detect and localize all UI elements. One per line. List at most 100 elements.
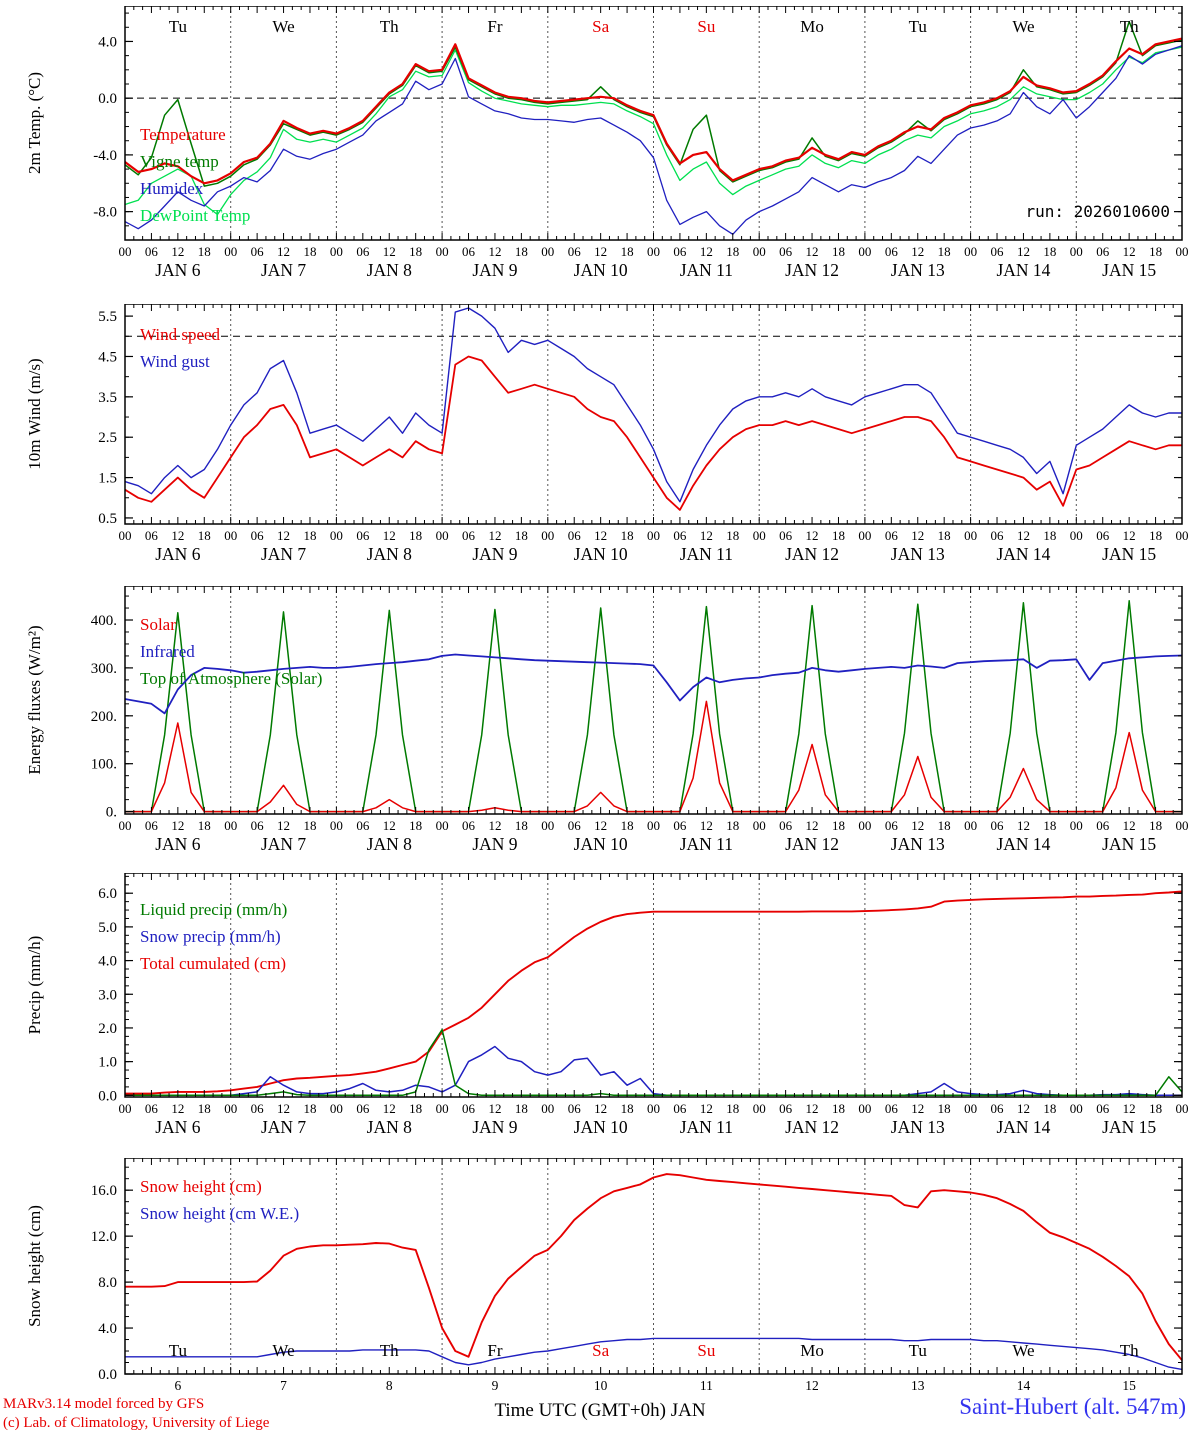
date-label: JAN 11 — [680, 260, 733, 280]
hour-tick-label: 06 — [356, 1101, 370, 1116]
series-line — [125, 1173, 1183, 1361]
hour-tick-label: 00 — [224, 528, 237, 543]
y-tick-label: 5.0 — [98, 920, 117, 936]
y-tick-label: 3.0 — [98, 987, 117, 1003]
hour-tick-label: 12 — [806, 528, 819, 543]
hour-tick-label: 12 — [911, 818, 924, 833]
hour-tick-label: 06 — [462, 818, 476, 833]
hour-tick-label: 00 — [119, 1101, 132, 1116]
hour-tick-label: 18 — [621, 818, 634, 833]
hour-tick-label: 18 — [409, 244, 422, 259]
hour-tick-label: 18 — [303, 818, 316, 833]
hour-tick-label: 18 — [726, 818, 739, 833]
hour-tick-label: 18 — [1043, 528, 1056, 543]
weekday-label: We — [1012, 1341, 1034, 1360]
hour-tick-label: 12 — [1017, 1101, 1030, 1116]
panel-precip-chart: 6.0 5.0 4.0 3.0 2.0 1.0 0.0 Precip (mm/h) Liquid… — [25, 873, 1189, 1137]
y-tick-label: 6.0 — [98, 886, 117, 902]
weekday-label: Su — [697, 1341, 715, 1360]
hour-tick-label: 00 — [224, 1101, 237, 1116]
day-number-label: 12 — [805, 1378, 819, 1393]
hour-tick-label: 12 — [171, 1101, 184, 1116]
hour-tick-label: 00 — [224, 818, 237, 833]
y-tick-label: 1.5 — [98, 471, 117, 487]
hour-tick-label: 00 — [330, 1101, 343, 1116]
legend-label: Solar — [140, 615, 176, 634]
plot-border — [124, 586, 1183, 815]
hour-tick-label: 12 — [594, 244, 607, 259]
legend-label: Vigne temp — [140, 152, 219, 171]
hour-tick-label: 18 — [1149, 1101, 1162, 1116]
hour-tick-label: 06 — [145, 1101, 159, 1116]
date-label: JAN 8 — [367, 544, 412, 564]
hour-tick-label: 00 — [1176, 528, 1189, 543]
date-label: JAN 6 — [155, 834, 200, 854]
y-tick-label: 400. — [91, 613, 117, 629]
hour-tick-label: 06 — [462, 1101, 476, 1116]
hour-tick-label: 18 — [1043, 244, 1056, 259]
hour-tick-label: 06 — [251, 528, 265, 543]
weekday-label: Sa — [592, 1341, 609, 1360]
series-line — [125, 890, 1183, 1095]
hour-tick-label: 18 — [1149, 244, 1162, 259]
date-label: JAN 6 — [155, 1117, 200, 1137]
y-tick-label: 4.0 — [98, 1321, 117, 1337]
hour-tick-label: 18 — [938, 244, 951, 259]
date-label: JAN 11 — [680, 1117, 733, 1137]
hour-tick-label: 06 — [991, 244, 1005, 259]
date-label: JAN 14 — [996, 260, 1050, 280]
hour-tick-label: 18 — [726, 244, 739, 259]
legend-label: Infrared — [140, 642, 195, 661]
y-axis-title: Snow height (cm) — [25, 1205, 44, 1327]
hour-tick-label: 00 — [541, 244, 554, 259]
hour-tick-label: 18 — [938, 1101, 951, 1116]
weekday-label: Mo — [800, 17, 824, 36]
date-label: JAN 13 — [891, 1117, 945, 1137]
y-tick-label: 16.0 — [91, 1183, 117, 1199]
date-label: JAN 10 — [574, 260, 628, 280]
hour-tick-label: 06 — [885, 818, 899, 833]
y-tick-label: 0.0 — [98, 91, 117, 107]
hour-tick-label: 18 — [303, 244, 316, 259]
hour-tick-label: 00 — [647, 1101, 660, 1116]
hour-tick-label: 18 — [303, 1101, 316, 1116]
hour-tick-label: 12 — [383, 1101, 396, 1116]
date-label: JAN 13 — [891, 260, 945, 280]
legend-label: Temperature — [140, 125, 226, 144]
y-axis-title: Energy fluxes (W/m²) — [25, 625, 44, 774]
date-label: JAN 7 — [261, 1117, 306, 1137]
y-tick-label: 0.0 — [98, 1367, 117, 1383]
hour-tick-label: 12 — [1017, 244, 1030, 259]
hour-tick-label: 00 — [647, 818, 660, 833]
hour-tick-label: 18 — [621, 528, 634, 543]
weekday-label: Su — [697, 17, 715, 36]
weekday-label: Th — [1120, 1341, 1139, 1360]
y-tick-label: 12.0 — [91, 1229, 117, 1245]
legend-label: Top of Atmosphere (Solar) — [140, 669, 322, 688]
hour-tick-label: 18 — [1043, 818, 1056, 833]
hour-tick-label: 06 — [251, 1101, 265, 1116]
hour-tick-label: 18 — [515, 818, 528, 833]
hour-tick-label: 18 — [409, 528, 422, 543]
date-label: JAN 10 — [574, 834, 628, 854]
weekday-label: Sa — [592, 17, 609, 36]
hour-tick-label: 12 — [383, 818, 396, 833]
date-label: JAN 12 — [785, 544, 839, 564]
hour-tick-label: 18 — [832, 818, 845, 833]
hour-tick-label: 00 — [330, 244, 343, 259]
weekday-label: Th — [1120, 17, 1139, 36]
y-tick-label: 2.0 — [98, 1021, 117, 1037]
hour-tick-label: 12 — [488, 1101, 501, 1116]
hour-tick-label: 18 — [198, 1101, 211, 1116]
hour-tick-label: 12 — [171, 244, 184, 259]
hour-tick-label: 06 — [251, 818, 265, 833]
legend-label: Humidex — [140, 179, 204, 198]
hour-tick-label: 18 — [1149, 818, 1162, 833]
series-line — [124, 37, 1183, 185]
hour-tick-label: 06 — [991, 528, 1005, 543]
hour-tick-label: 00 — [1070, 818, 1083, 833]
hour-tick-label: 00 — [858, 244, 871, 259]
hour-tick-label: 12 — [700, 244, 713, 259]
run-label: run: 2026010600 — [1025, 202, 1171, 221]
hour-tick-label: 12 — [700, 818, 713, 833]
